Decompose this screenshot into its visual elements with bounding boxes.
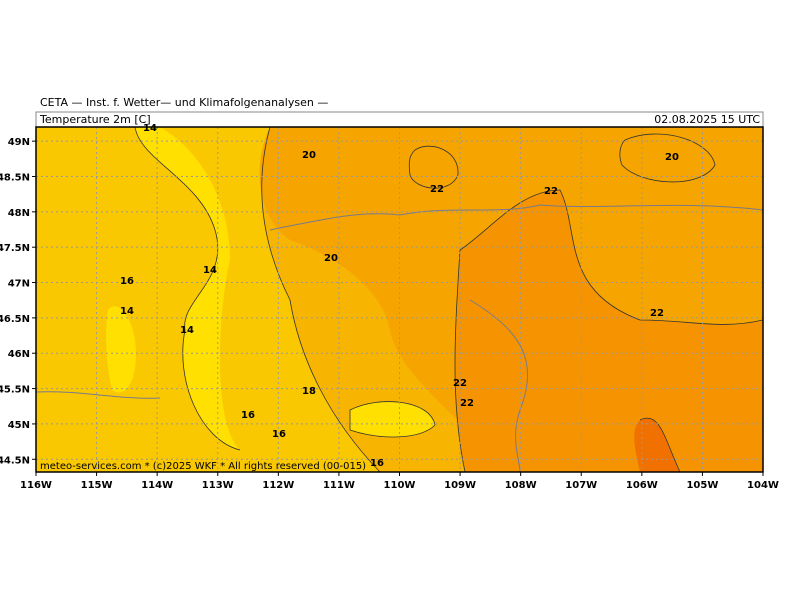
lat-tick-label: 48.5N [0,172,30,183]
contour-label: 14 [203,265,217,276]
valid-time: 02.08.2025 15 UTC [654,113,760,126]
contour-label: 20 [302,150,316,161]
temperature-field [36,127,763,472]
contour-labels: 14 20 22 22 20 14 16 20 14 14 22 22 18 2… [120,123,679,469]
lat-tick-label: 48N [8,208,30,219]
lat-tick-label: 46N [8,349,30,360]
contour-label: 16 [272,429,286,440]
lon-tick-label: 110W [384,480,416,491]
contour-label: 16 [370,458,384,469]
contour-label: 16 [120,276,134,287]
field-dark-orange [455,190,763,472]
field-bright-yellow [135,127,240,450]
contour-label: 20 [665,152,679,163]
lon-tick-label: 112W [262,480,294,491]
contour-label: 22 [650,308,664,319]
contour-line [459,189,763,325]
lat-tick-label: 49N [8,137,30,148]
contour-label: 18 [302,386,316,397]
lat-tick-label: 47.5N [0,243,30,254]
header-title: CETA — Inst. f. Wetter— und Klimafolgena… [40,96,328,109]
contour-line [408,145,459,189]
contour-label: 14 [120,306,134,317]
lat-tick-label: 45N [8,420,30,431]
contour-label: 22 [544,186,558,197]
contour-label: 22 [460,398,474,409]
contour-line [639,417,681,472]
contour-line [261,127,381,472]
field-bright-yellow [350,401,435,437]
lon-tick-label: 115W [81,480,113,491]
lon-tick-label: 105W [686,480,718,491]
lon-tick-label: 108W [505,480,537,491]
lon-tick-label: 104W [747,480,779,491]
copyright: meteo-services.com * (c)2025 WKF * All r… [40,461,366,472]
lat-tick-label: 45.5N [0,385,30,396]
border-line [36,204,763,472]
field-bright-yellow [106,306,136,393]
lat-tick-label: 47N [8,279,30,290]
contour-line [454,249,466,472]
lon-tick-label: 111W [323,480,355,491]
contour-line [619,133,716,183]
lon-tick-label: 107W [565,480,597,491]
contour-label: 22 [453,378,467,389]
contour-line [134,127,241,451]
lon-tick-label: 116W [20,480,52,491]
contour-label: 14 [180,325,194,336]
contour-label: 16 [241,410,255,421]
variable-label: Temperature 2m [C] [39,113,151,126]
lon-tick-label: 109W [444,480,476,491]
graticule [35,127,764,472]
lat-tick-label: 44.5N [0,455,30,466]
lon-tick-label: 114W [141,480,173,491]
lon-tick-label: 113W [202,480,234,491]
field-hot-spot [634,418,680,472]
contour-line [349,401,436,438]
contour-label: 14 [143,123,157,134]
contour-label: 22 [430,184,444,195]
lon-tick-label: 106W [626,480,658,491]
contour-label: 20 [324,253,338,264]
lat-tick-label: 46.5N [0,314,30,325]
